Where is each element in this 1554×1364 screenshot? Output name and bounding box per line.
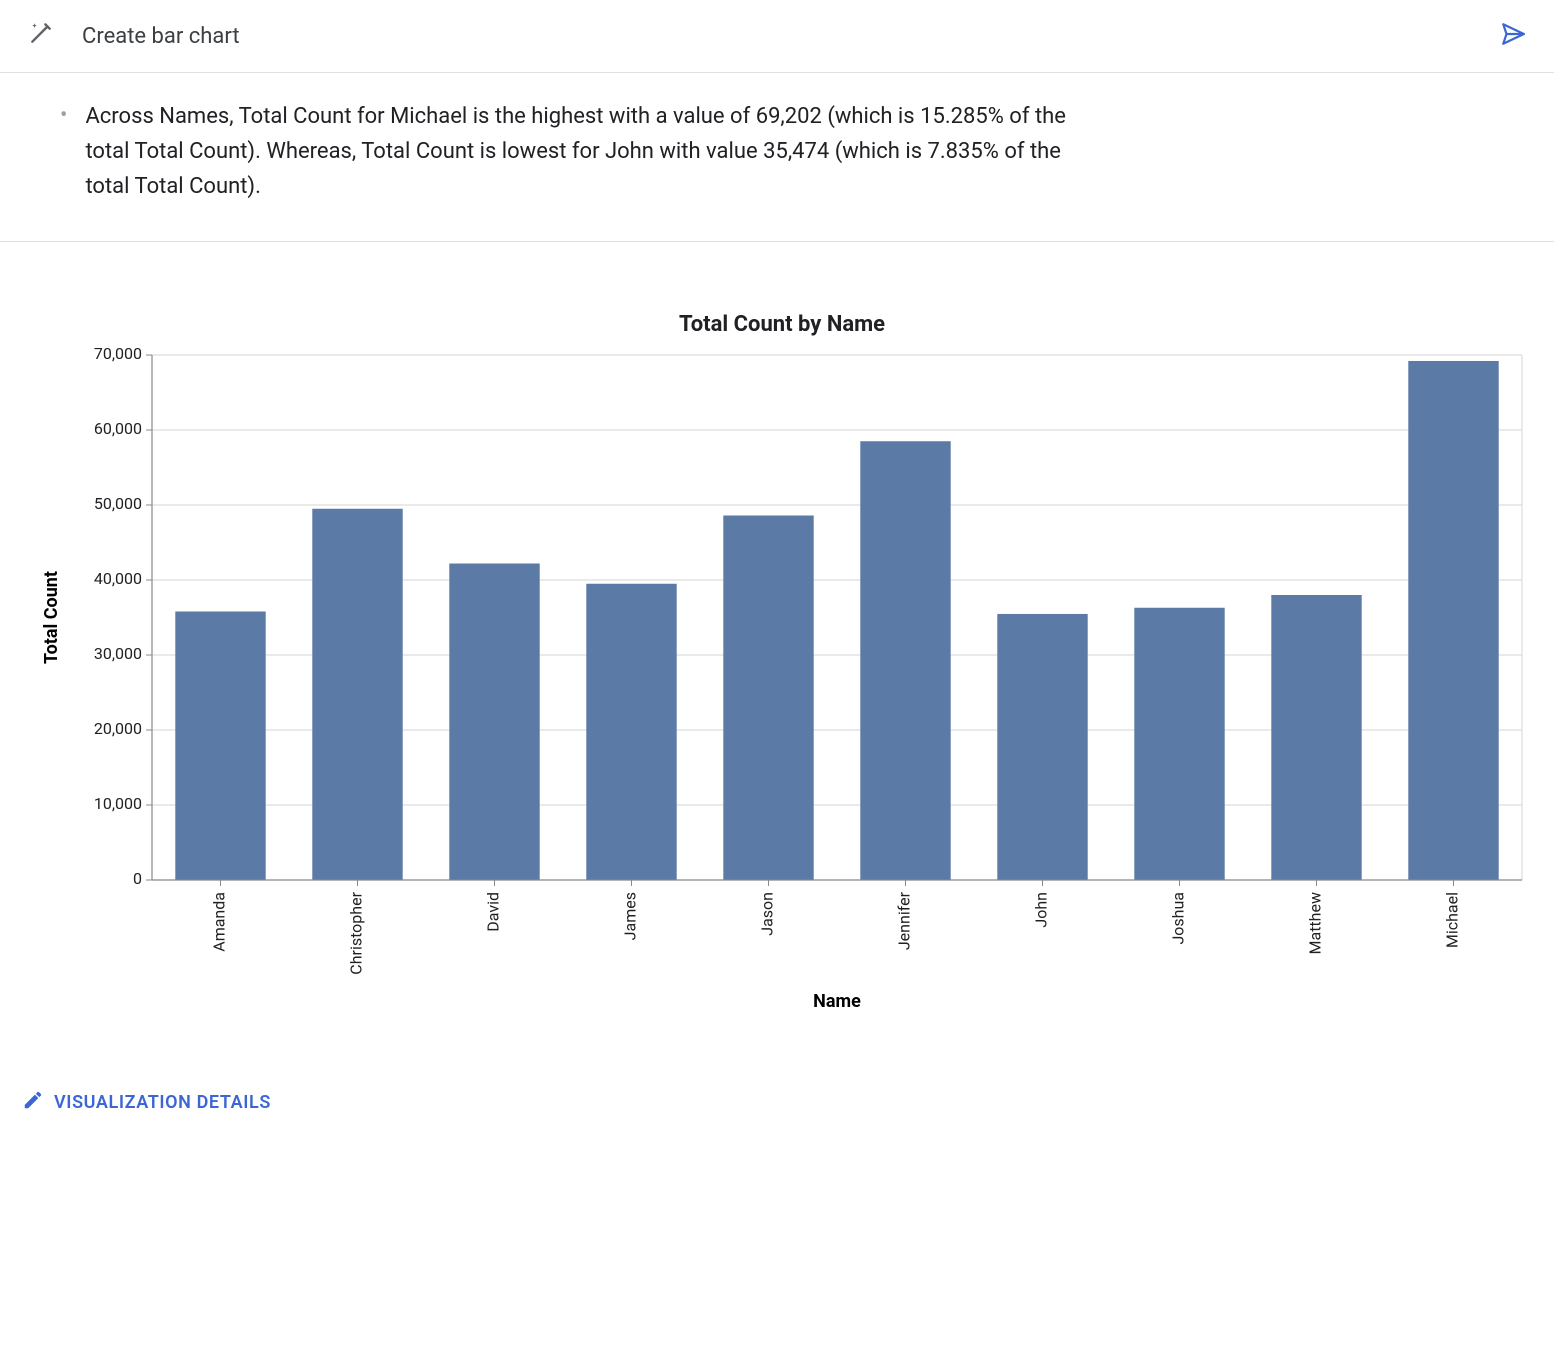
svg-text:70,000: 70,000	[94, 345, 142, 363]
send-icon[interactable]	[1500, 21, 1526, 51]
svg-text:Amanda: Amanda	[210, 892, 229, 952]
svg-text:40,000: 40,000	[94, 569, 142, 588]
svg-text:Jennifer: Jennifer	[895, 891, 914, 950]
svg-text:60,000: 60,000	[94, 419, 142, 438]
bullet-icon: •	[60, 103, 67, 129]
svg-text:David: David	[484, 892, 503, 932]
visualization-details-label: VISUALIZATION DETAILS	[54, 1092, 271, 1113]
svg-text:Jason: Jason	[758, 892, 777, 936]
summary-text: Across Names, Total Count for Michael is…	[85, 99, 1085, 205]
svg-text:James: James	[621, 892, 640, 940]
summary-section: • Across Names, Total Count for Michael …	[0, 73, 1554, 242]
page-title: Create bar chart	[82, 24, 240, 49]
magic-wand-icon	[28, 20, 54, 52]
svg-text:0: 0	[133, 869, 142, 888]
svg-text:20,000: 20,000	[94, 719, 142, 738]
svg-text:John: John	[1032, 892, 1051, 928]
bar-chart: 0 10,000 20,000 30,000 40,000 50,000 60,000 70,…	[22, 345, 1542, 1029]
svg-text:Christopher: Christopher	[347, 891, 366, 974]
svg-text:Joshua: Joshua	[1169, 892, 1188, 945]
svg-text:50,000: 50,000	[94, 494, 142, 513]
svg-text:Matthew: Matthew	[1306, 892, 1325, 954]
pencil-icon	[22, 1089, 44, 1116]
svg-text:Total Count: Total Count	[41, 571, 62, 664]
svg-text:10,000: 10,000	[94, 794, 142, 813]
svg-text:Name: Name	[813, 991, 861, 1012]
header-bar: Create bar chart	[0, 0, 1554, 73]
chart-section: Total Count by Name 0 10,000 20,000 30,000 4…	[0, 242, 1554, 1089]
svg-text:30,000: 30,000	[94, 644, 142, 663]
chart-title: Total Count by Name	[22, 312, 1542, 337]
svg-text:Michael: Michael	[1443, 892, 1462, 948]
visualization-details-button[interactable]: VISUALIZATION DETAILS	[0, 1089, 1554, 1156]
